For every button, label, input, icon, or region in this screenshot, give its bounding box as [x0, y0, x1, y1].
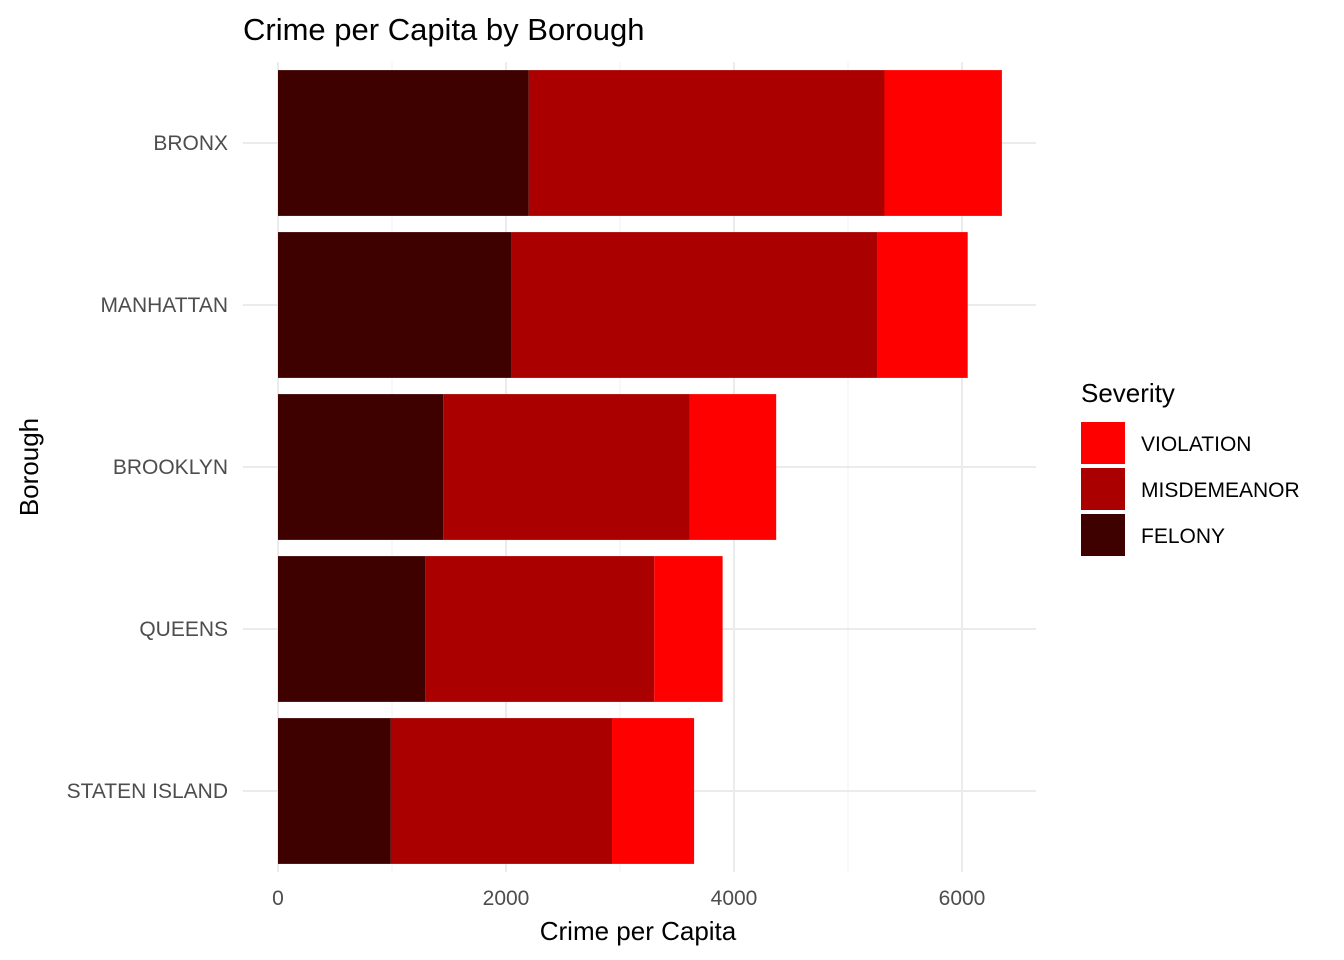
x-tick-label: 6000: [939, 887, 986, 910]
x-axis-ticks: 0 2000 4000 6000: [272, 887, 985, 910]
bar-violation-staten-island: [612, 718, 695, 864]
x-axis-title: Crime per Capita: [540, 916, 737, 946]
x-tick-label: 2000: [483, 887, 530, 910]
legend-label-violation: VIOLATION: [1141, 433, 1251, 456]
x-tick-label: 0: [272, 887, 284, 910]
legend-label-felony: FELONY: [1141, 525, 1225, 548]
legend-label-misdemeanor: MISDEMEANOR: [1141, 479, 1300, 502]
bar-violation-bronx: [884, 70, 1002, 216]
bar-misdemeanor-manhattan: [511, 232, 878, 378]
legend-title: Severity: [1081, 378, 1175, 408]
chart-title: Crime per Capita by Borough: [243, 12, 644, 47]
y-tick-label: MANHATTAN: [100, 294, 228, 317]
y-axis-title: Borough: [14, 418, 44, 516]
bar-misdemeanor-queens: [425, 556, 655, 702]
bar-misdemeanor-brooklyn: [443, 394, 690, 540]
legend-swatch-misdemeanor: [1081, 468, 1125, 510]
bar-violation-brooklyn: [689, 394, 777, 540]
bar-violation-queens: [654, 556, 723, 702]
y-tick-label: BROOKLYN: [113, 456, 228, 479]
bar-felony-queens: [278, 556, 426, 702]
bar-felony-staten-island: [278, 718, 391, 864]
bar-misdemeanor-staten-island: [390, 718, 613, 864]
y-tick-label: QUEENS: [139, 618, 228, 641]
bars: [278, 70, 1002, 864]
legend: Severity VIOLATION MISDEMEANOR FELONY: [1081, 378, 1300, 556]
y-tick-label: STATEN ISLAND: [67, 780, 228, 803]
bar-misdemeanor-bronx: [528, 70, 885, 216]
bar-felony-manhattan: [278, 232, 512, 378]
legend-swatch-violation: [1081, 422, 1125, 464]
bar-violation-manhattan: [877, 232, 968, 378]
bar-felony-bronx: [278, 70, 529, 216]
y-tick-label: BRONX: [153, 132, 228, 155]
y-axis-ticks: BRONX MANHATTAN BROOKLYN QUEENS STATEN ISLAN…: [67, 132, 228, 803]
x-tick-label: 4000: [711, 887, 758, 910]
legend-swatch-felony: [1081, 514, 1125, 556]
bar-felony-brooklyn: [278, 394, 444, 540]
